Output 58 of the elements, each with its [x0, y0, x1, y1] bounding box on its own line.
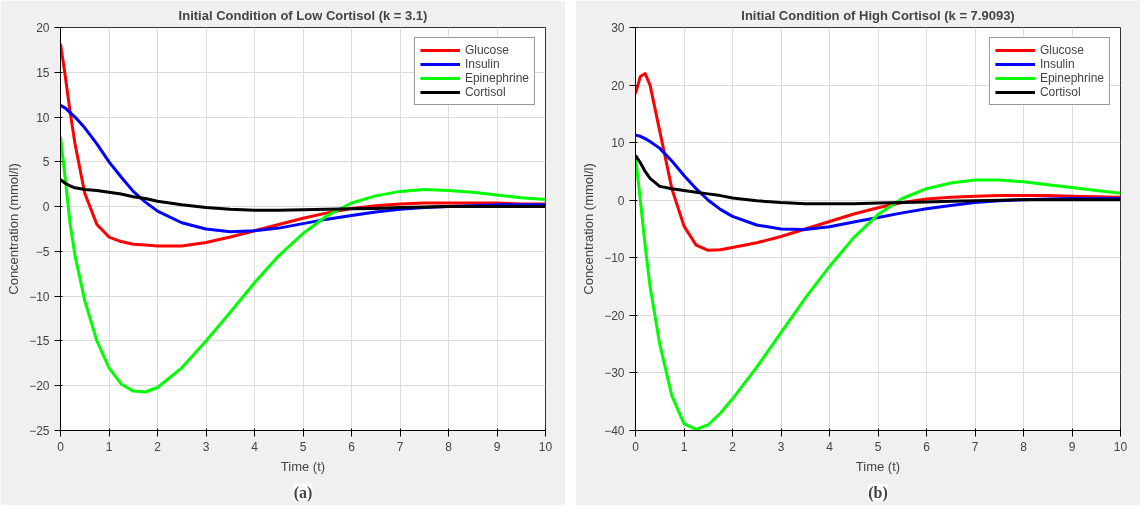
legend-label: Cortisol [1039, 85, 1081, 99]
x-tick-label: 10 [538, 439, 553, 454]
y-tick-label: −20 [604, 308, 625, 323]
y-tick-label: 20 [611, 78, 625, 93]
x-tick-label: 3 [777, 439, 785, 454]
y-axis-title: Concentration (mmol/l) [6, 163, 22, 295]
y-tick-label: −25 [29, 424, 50, 438]
x-tick-label: 9 [493, 439, 501, 454]
x-tick-label: 9 [1068, 439, 1076, 454]
y-tick-label: −20 [29, 379, 50, 394]
legend-label: Epinephrine [1039, 71, 1104, 85]
legend-label: Glucose [1039, 43, 1084, 57]
x-tick-label: 10 [1113, 439, 1128, 454]
legend-label: Cortisol [464, 85, 506, 99]
x-tick-label: 1 [680, 439, 688, 454]
y-tick-label: −15 [29, 334, 50, 349]
x-tick-label: 0 [632, 439, 640, 454]
x-tick-label: 4 [251, 439, 259, 454]
legend-label: Insulin [464, 57, 500, 71]
y-tick-label: 0 [42, 200, 50, 215]
text: (b) [868, 483, 888, 502]
y-tick-label: 15 [36, 65, 50, 80]
x-tick-label: 1 [105, 439, 113, 454]
line-series [60, 135, 546, 394]
y-tick-label: −10 [29, 289, 50, 304]
x-tick-label: 5 [874, 439, 882, 454]
x-tick-label: 6 [348, 439, 356, 454]
x-tick-label: 7 [396, 439, 404, 454]
y-tick-label: 0 [617, 193, 625, 208]
x-tick-label: 2 [154, 439, 162, 454]
chart-title: Initial Condition of High Cortisol (k = 7.9093) [741, 7, 1015, 23]
x-tick-label: 6 [923, 439, 931, 454]
y-tick-label: −40 [604, 424, 625, 438]
x-tick-label: 8 [445, 439, 453, 454]
chart-title: Initial Condition of Low Cortisol (k = 3.1) [178, 7, 428, 23]
x-tick-label: 0 [57, 439, 65, 454]
legend-label: Epinephrine [464, 71, 529, 85]
x-tick-label: 7 [971, 439, 979, 454]
x-axis-title: Time (t) [855, 458, 901, 474]
y-tick-label: −30 [604, 366, 625, 381]
y-tick-label: 10 [36, 110, 50, 125]
y-tick-label: 5 [42, 155, 50, 170]
text: (a) [293, 483, 313, 502]
x-axis-title: Time (t) [280, 458, 326, 474]
y-tick-label: 30 [611, 21, 625, 35]
x-tick-label: 2 [729, 439, 737, 454]
x-tick-label: 5 [299, 439, 307, 454]
y-axis-title: Concentration (mmol/l) [581, 163, 597, 295]
x-tick-label: 3 [202, 439, 210, 454]
y-tick-label: 20 [36, 21, 50, 35]
line-series [635, 72, 1121, 252]
legend-label: Glucose [464, 43, 509, 57]
y-tick-label: −10 [604, 251, 625, 266]
legend-label: Insulin [1039, 57, 1075, 71]
y-tick-label: −5 [35, 244, 50, 259]
y-tick-label: 10 [611, 136, 625, 151]
x-tick-label: 8 [1020, 439, 1028, 454]
x-tick-label: 4 [826, 439, 834, 454]
